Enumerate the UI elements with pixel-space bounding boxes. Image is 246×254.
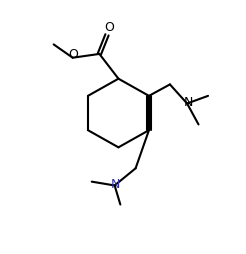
Text: N: N <box>183 96 193 109</box>
Text: O: O <box>69 48 78 61</box>
Text: O: O <box>104 21 114 34</box>
Text: N: N <box>111 178 120 191</box>
